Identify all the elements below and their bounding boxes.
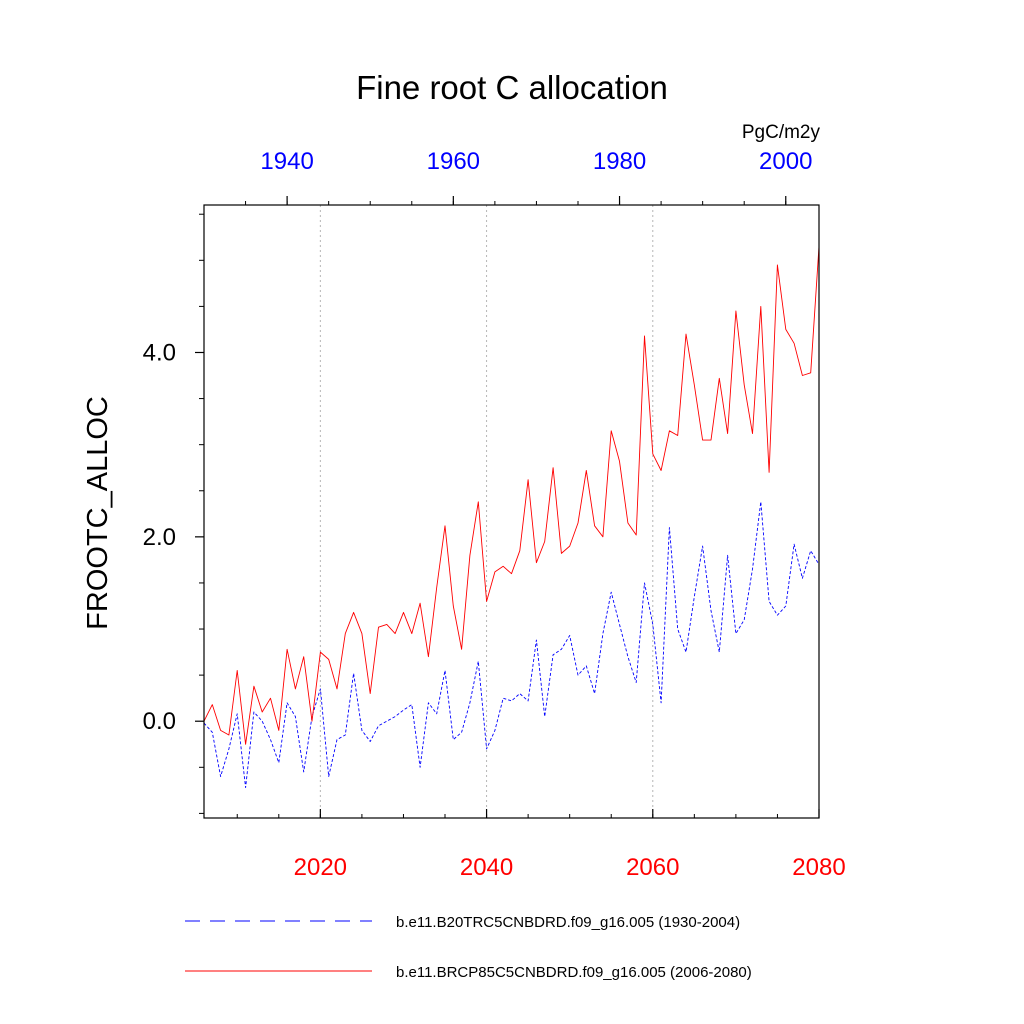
units-label: PgC/m2y bbox=[742, 122, 821, 143]
top-tick-label: 2000 bbox=[759, 148, 812, 175]
axes: 2020 2040 2060 2080 1940 1960 1980 2000 0.0 2.0 4.… bbox=[143, 148, 846, 881]
y-tick-label: 2.0 bbox=[143, 524, 176, 551]
y-tick-label: 4.0 bbox=[143, 339, 176, 366]
bottom-tick-label: 2060 bbox=[626, 854, 679, 881]
bottom-tick-label: 2080 bbox=[792, 854, 845, 881]
bottom-tick-label: 2020 bbox=[294, 854, 347, 881]
chart-title: Fine root C allocation bbox=[356, 69, 668, 106]
series-line-1 bbox=[203, 246, 820, 745]
series-line-0 bbox=[203, 501, 820, 789]
top-tick-label: 1940 bbox=[260, 148, 313, 175]
legend-label-1: b.e11.BRCP85C5CNBDRD.f09_g16.005 (2006-2… bbox=[396, 964, 752, 981]
bottom-tick-label: 2040 bbox=[460, 854, 513, 881]
top-tick-label: 1980 bbox=[593, 148, 646, 175]
series-lines bbox=[203, 246, 820, 789]
top-tick-label: 1960 bbox=[427, 148, 480, 175]
legend: b.e11.B20TRC5CNBDRD.f09_g16.005 (1930-20… bbox=[185, 914, 752, 981]
plot-frame bbox=[203, 204, 820, 819]
grid-lines bbox=[319, 205, 654, 818]
legend-label-0: b.e11.B20TRC5CNBDRD.f09_g16.005 (1930-20… bbox=[396, 914, 740, 931]
y-tick-label: 0.0 bbox=[143, 708, 176, 735]
y-axis-label: FROOTC_ALLOC bbox=[82, 396, 114, 630]
